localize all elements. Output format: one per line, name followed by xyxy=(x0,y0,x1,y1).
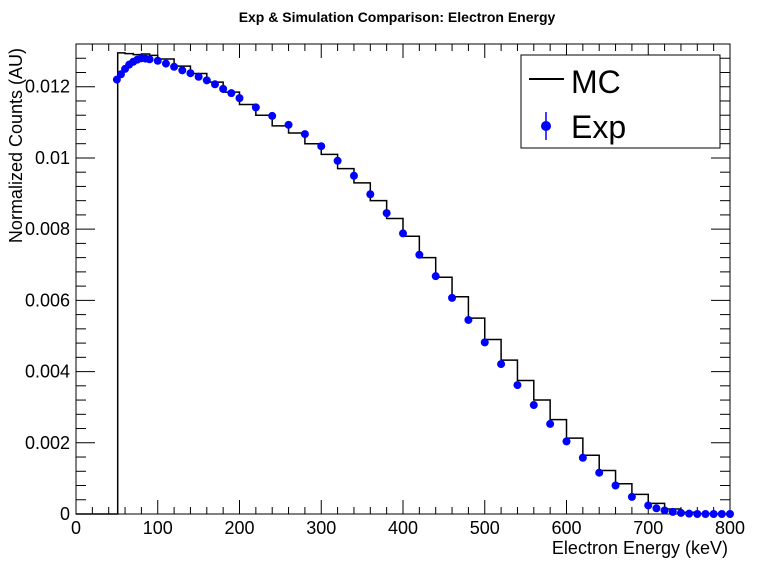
x-tick-label: 300 xyxy=(306,518,336,538)
exp-data-point xyxy=(578,453,587,462)
exp-data-point xyxy=(284,120,293,129)
exp-data-point xyxy=(186,69,195,78)
x-tick-label: 0 xyxy=(71,518,81,538)
exp-data-point xyxy=(611,481,620,490)
x-axis-label: Electron Energy (keV) xyxy=(552,538,728,558)
legend-exp-label: Exp xyxy=(571,109,626,145)
y-tick-label: 0.008 xyxy=(25,219,70,239)
exp-data-point xyxy=(717,510,726,518)
exp-data-point xyxy=(399,229,407,238)
exp-data-point xyxy=(660,506,669,515)
legend: MC Exp xyxy=(520,54,721,149)
mc-series-line xyxy=(76,52,730,515)
x-tick-label: 400 xyxy=(388,518,418,538)
x-tick-label: 800 xyxy=(715,518,745,538)
exp-data-point xyxy=(170,62,179,71)
x-tick-label: 100 xyxy=(143,518,173,538)
exp-data-point xyxy=(627,492,636,501)
y-tick-label: 0.01 xyxy=(35,148,70,168)
exp-data-point xyxy=(644,501,653,510)
exp-data-point xyxy=(529,401,538,410)
exp-data-point xyxy=(676,508,685,517)
exp-data-point xyxy=(349,171,358,180)
exp-data-point xyxy=(726,510,734,518)
exp-data-point xyxy=(448,293,457,302)
x-tick-label: 600 xyxy=(551,518,581,538)
y-tick-label: 0.004 xyxy=(25,362,70,382)
y-tick-label: 0.012 xyxy=(25,77,70,97)
exp-data-point xyxy=(366,190,375,199)
exp-data-point xyxy=(300,130,309,139)
exp-data-point xyxy=(210,80,219,89)
exp-data-point xyxy=(431,272,440,281)
y-tick-label: 0.002 xyxy=(25,433,70,453)
exp-data-point xyxy=(652,504,661,513)
exp-data-point xyxy=(464,315,473,324)
chart-title: Exp & Simulation Comparison: Electron En… xyxy=(239,9,556,25)
x-tick-label: 500 xyxy=(470,518,500,538)
exp-data-point xyxy=(562,437,571,446)
x-tick-label: 700 xyxy=(633,518,663,538)
exp-data-point xyxy=(668,507,677,516)
exp-data-point xyxy=(161,59,170,68)
exp-data-point xyxy=(685,509,694,518)
exp-data-point xyxy=(513,381,522,390)
exp-data-point xyxy=(415,250,424,259)
legend-mc-label: MC xyxy=(571,64,621,100)
exp-data-point xyxy=(235,94,244,103)
x-tick-label: 200 xyxy=(224,518,254,538)
exp-data-point xyxy=(497,360,506,369)
exp-data-point xyxy=(145,55,154,64)
exp-data-point xyxy=(202,76,211,85)
data-layer xyxy=(76,52,734,518)
legend-exp-marker xyxy=(541,121,551,131)
exp-data-point xyxy=(709,510,718,518)
y-tick-label: 0 xyxy=(60,504,70,524)
exp-data-point xyxy=(382,209,391,218)
exp-data-point xyxy=(595,468,604,477)
legend-box xyxy=(520,54,721,149)
exp-data-point xyxy=(546,419,555,428)
exp-data-point xyxy=(194,72,203,81)
exp-data-point xyxy=(227,89,236,98)
y-tick-label: 0.006 xyxy=(25,290,70,310)
exp-data-point xyxy=(701,510,710,518)
exp-data-point xyxy=(251,103,260,112)
exp-data-point xyxy=(333,156,342,165)
exp-data-point xyxy=(219,84,228,93)
exp-data-point xyxy=(268,111,277,120)
exp-data-point xyxy=(153,56,162,65)
exp-data-point xyxy=(317,142,326,151)
exp-data-point xyxy=(178,66,187,75)
exp-data-point xyxy=(480,338,489,347)
exp-data-point xyxy=(693,510,702,518)
y-axis-label: Normalized Counts (AU) xyxy=(6,48,26,243)
